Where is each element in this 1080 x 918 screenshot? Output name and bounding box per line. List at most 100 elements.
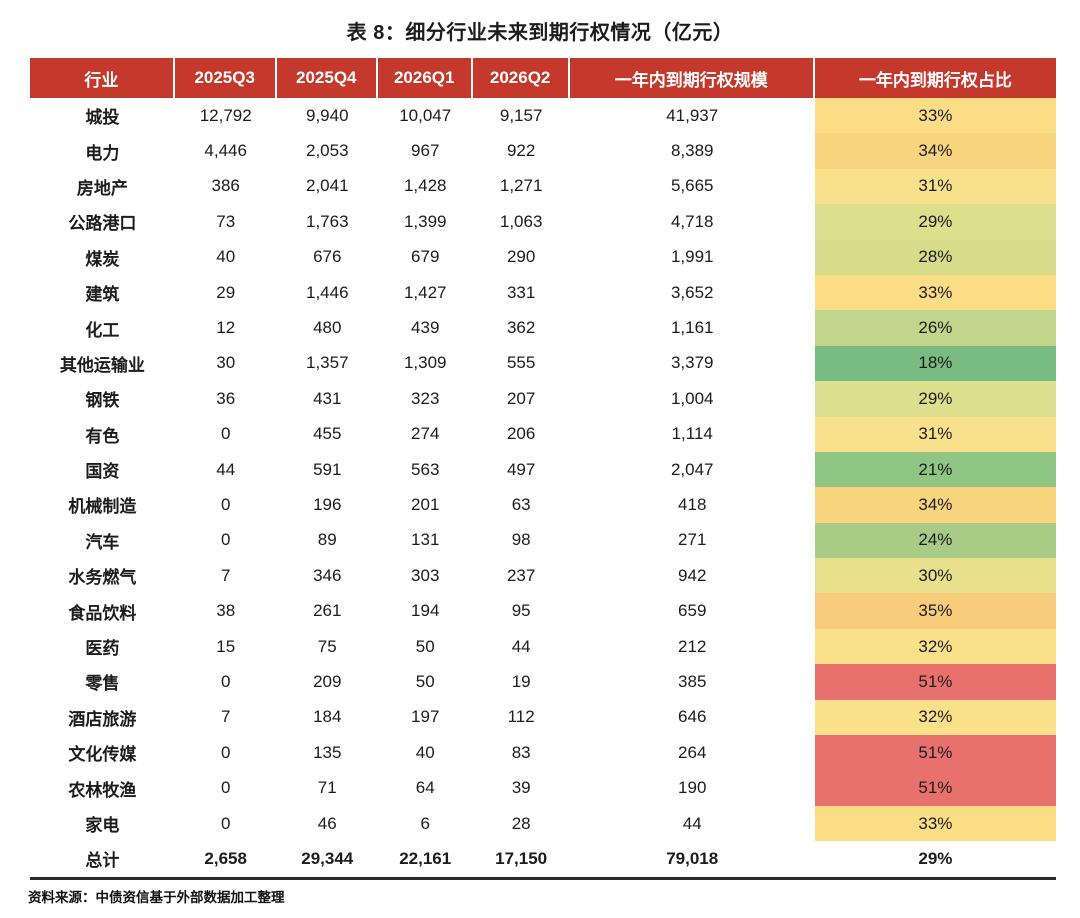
table-row: 煤炭 40 676 679 290 1,991 28% <box>30 239 1056 275</box>
value-cell: 17,150 <box>495 848 548 868</box>
value-cell: 0 <box>220 424 231 444</box>
table-row: 医药 15 75 50 44 212 32% <box>30 628 1056 665</box>
value-cell: 439 <box>411 318 440 338</box>
table-row: 食品饮料 38 261 194 95 659 35% <box>30 593 1056 629</box>
table-row: 化工 12 480 439 362 1,161 26% <box>30 310 1056 346</box>
value-cell: 1,427 <box>403 282 447 302</box>
value-cell: 922 <box>506 141 536 161</box>
ratio-heat-cell: 29% <box>814 204 1056 240</box>
industry-cell: 零售 <box>85 674 120 694</box>
value-cell: 201 <box>411 494 440 514</box>
value-cell: 679 <box>411 247 440 267</box>
column-header-one-year-scale: 一年内到期行权规模 <box>570 58 815 98</box>
value-cell: 1,399 <box>403 211 447 231</box>
value-cell: 63 <box>511 494 531 514</box>
value-cell: 209 <box>313 671 342 691</box>
value-cell: 591 <box>313 459 342 479</box>
table-row: 机械制造 0 196 201 63 418 34% <box>30 487 1056 523</box>
table-row: 有色 0 455 274 206 1,114 31% <box>30 416 1056 452</box>
value-cell: 73 <box>216 211 236 231</box>
ratio-heat-cell: 51% <box>814 735 1056 771</box>
value-cell: 331 <box>506 282 536 302</box>
table-row: 公路港口 73 1,763 1,399 1,063 4,718 29% <box>30 204 1056 240</box>
industry-cell: 国资 <box>85 462 120 482</box>
value-cell: 237 <box>506 565 536 585</box>
value-cell: 64 <box>415 778 435 798</box>
industry-cell: 钢铁 <box>85 391 120 411</box>
value-cell: 3,652 <box>670 282 714 302</box>
table-row: 房地产 386 2,041 1,428 1,271 5,665 31% <box>30 168 1056 205</box>
value-cell: 2,053 <box>305 141 349 161</box>
industry-cell: 有色 <box>85 426 120 446</box>
value-cell: 44 <box>682 813 702 833</box>
value-cell: 274 <box>411 424 440 444</box>
industry-cell: 建筑 <box>85 285 120 305</box>
ratio-heat-cell: 24% <box>814 522 1056 559</box>
value-cell: 6 <box>420 813 430 833</box>
value-cell: 967 <box>411 141 440 161</box>
value-cell: 0 <box>220 778 231 798</box>
value-cell: 194 <box>411 601 440 621</box>
value-cell: 5,665 <box>670 176 714 196</box>
ratio-heat-cell: 32% <box>814 628 1056 665</box>
value-cell: 39 <box>511 778 531 798</box>
value-cell: 7 <box>220 707 231 727</box>
value-cell: 50 <box>415 671 435 691</box>
value-cell: 555 <box>506 353 536 373</box>
value-cell: 646 <box>678 707 707 727</box>
table-row: 建筑 29 1,446 1,427 331 3,652 33% <box>30 274 1056 311</box>
table-row: 其他运输业 30 1,357 1,309 555 3,379 18% <box>30 345 1056 382</box>
total-row: 总计 2,658 29,344 22,161 17,150 79,018 29% <box>30 841 1056 876</box>
industry-cell: 文化传媒 <box>68 745 137 765</box>
ratio-heat-cell: 34% <box>814 487 1056 523</box>
column-header-2026q1: 2026Q1 <box>378 58 473 98</box>
column-header-one-year-ratio: 一年内到期行权占比 <box>858 70 1012 90</box>
value-cell: 98 <box>511 530 531 550</box>
table-row: 水务燃气 7 346 303 237 942 30% <box>30 558 1056 594</box>
industry-cell: 化工 <box>85 320 120 340</box>
value-cell: 2,658 <box>204 848 247 868</box>
value-cell: 4,446 <box>204 141 247 161</box>
value-cell: 323 <box>411 388 440 408</box>
industry-cell: 水务燃气 <box>68 568 137 588</box>
value-cell: 1,428 <box>403 176 447 196</box>
ratio-heat-cell: 51% <box>814 664 1056 700</box>
value-cell: 8,389 <box>670 141 714 161</box>
industry-cell: 酒店旅游 <box>68 709 137 729</box>
value-cell: 38 <box>216 601 236 621</box>
table-row: 汽车 0 89 131 98 271 24% <box>30 522 1056 559</box>
column-header-2026q2: 2026Q2 <box>473 58 570 98</box>
value-cell: 40 <box>216 247 236 267</box>
value-cell: 1,161 <box>670 318 714 338</box>
value-cell: 676 <box>313 247 342 267</box>
value-cell: 264 <box>678 742 707 762</box>
ratio-heat-cell: 18% <box>814 345 1056 382</box>
ratio-heat-cell: 30% <box>814 558 1056 594</box>
value-cell: 1,004 <box>670 388 714 408</box>
table-row: 电力 4,446 2,053 967 922 8,389 34% <box>30 133 1056 169</box>
value-cell: 2,041 <box>305 176 349 196</box>
value-cell: 0 <box>220 671 231 691</box>
value-cell: 135 <box>313 742 342 762</box>
value-cell: 112 <box>507 707 535 727</box>
value-cell: 271 <box>678 530 707 550</box>
value-cell: 207 <box>506 388 536 408</box>
ratio-heat-cell: 33% <box>814 805 1056 842</box>
industry-cell: 家电 <box>85 816 120 835</box>
value-cell: 4,718 <box>670 211 714 231</box>
value-cell: 1,114 <box>671 424 713 444</box>
ratio-heat-cell: 35% <box>814 593 1056 629</box>
industry-cell: 电力 <box>85 143 120 163</box>
value-cell: 89 <box>317 530 337 550</box>
ratio-heat-cell: 28% <box>814 239 1056 275</box>
ratio-heat-cell: 31% <box>814 168 1056 205</box>
ratio-heat-cell: 33% <box>814 98 1056 134</box>
column-header-2025q3: 2025Q3 <box>175 58 277 98</box>
industry-cell: 食品饮料 <box>68 603 137 623</box>
value-cell: 1,763 <box>305 211 349 231</box>
value-cell: 79,018 <box>666 848 719 868</box>
value-cell: 0 <box>220 742 231 762</box>
value-cell: 497 <box>506 459 536 479</box>
ratio-heat-cell: 21% <box>814 451 1056 488</box>
ratio-heat-cell: 29% <box>918 848 953 868</box>
